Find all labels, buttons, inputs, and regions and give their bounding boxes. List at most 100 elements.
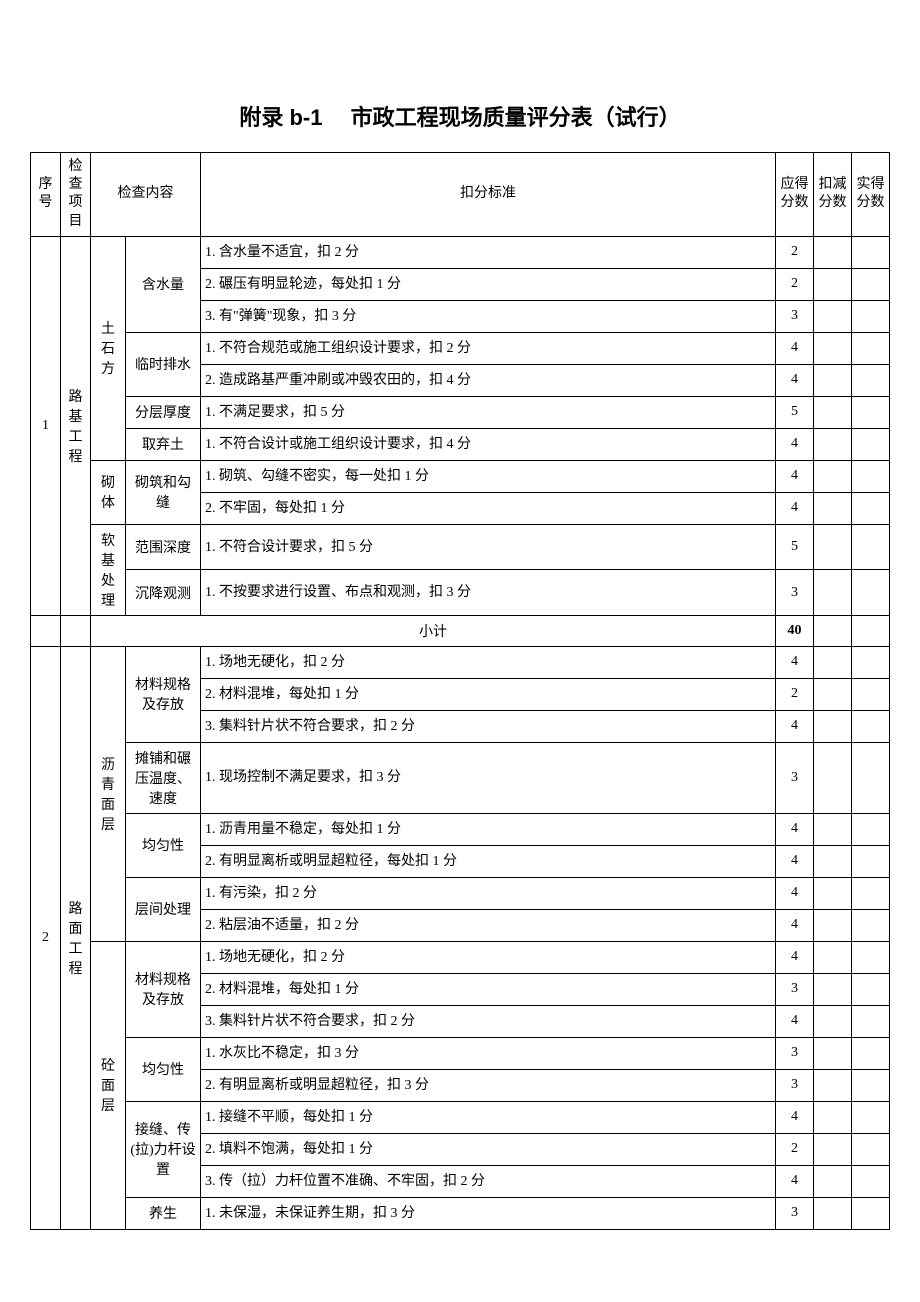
check-item: 砌筑和勾缝 — [126, 460, 201, 524]
actual-cell — [852, 1101, 890, 1133]
project-name: 路面工程 — [61, 646, 91, 1229]
actual-cell — [852, 1133, 890, 1165]
table-row: 砌体砌筑和勾缝1. 砌筑、勾缝不密实，每一处扣 1 分4 — [31, 460, 890, 492]
check-item: 取弃土 — [126, 428, 201, 460]
criteria-cell: 3. 有"弹簧"现象，扣 3 分 — [201, 300, 776, 332]
table-body: 1路基工程土石方含水量1. 含水量不适宜，扣 2 分22. 碾压有明显轮迹，每处… — [31, 236, 890, 1229]
should-score-cell: 5 — [776, 524, 814, 570]
quality-score-table: 序号 检查项目 检查内容 扣分标准 应得分数 扣减分数 实得分数 1路基工程土石… — [30, 152, 890, 1230]
subtotal-row: 小计40 — [31, 615, 890, 646]
check-item: 临时排水 — [126, 332, 201, 396]
actual-cell — [852, 460, 890, 492]
criteria-cell: 1. 不符合设计或施工组织设计要求，扣 4 分 — [201, 428, 776, 460]
deduct-cell — [814, 742, 852, 813]
criteria-cell: 1. 有污染，扣 2 分 — [201, 877, 776, 909]
deduct-cell — [814, 973, 852, 1005]
criteria-cell: 1. 不符合设计要求，扣 5 分 — [201, 524, 776, 570]
check-item: 摊铺和碾压温度、速度 — [126, 742, 201, 813]
actual-cell — [852, 941, 890, 973]
table-row: 取弃土1. 不符合设计或施工组织设计要求，扣 4 分4 — [31, 428, 890, 460]
criteria-cell: 3. 集料针片状不符合要求，扣 2 分 — [201, 710, 776, 742]
criteria-cell: 2. 材料混堆，每处扣 1 分 — [201, 678, 776, 710]
sub-category: 砼面层 — [91, 941, 126, 1229]
check-item: 含水量 — [126, 236, 201, 332]
deduct-cell — [814, 428, 852, 460]
should-score-cell: 4 — [776, 845, 814, 877]
deduct-cell — [814, 1005, 852, 1037]
subtotal-no — [31, 615, 61, 646]
criteria-cell: 2. 有明显离析或明显超粒径，扣 3 分 — [201, 1069, 776, 1101]
criteria-cell: 3. 传（拉）力杆位置不准确、不牢固，扣 2 分 — [201, 1165, 776, 1197]
should-score-cell: 4 — [776, 460, 814, 492]
should-score-cell: 3 — [776, 300, 814, 332]
deduct-cell — [814, 300, 852, 332]
check-item: 养生 — [126, 1197, 201, 1229]
actual-cell — [852, 1005, 890, 1037]
should-score-cell: 3 — [776, 570, 814, 616]
actual-cell — [852, 909, 890, 941]
deduct-cell — [814, 332, 852, 364]
deduct-cell — [814, 813, 852, 845]
actual-cell — [852, 524, 890, 570]
deduct-cell — [814, 364, 852, 396]
criteria-cell: 3. 集料针片状不符合要求，扣 2 分 — [201, 1005, 776, 1037]
actual-cell — [852, 396, 890, 428]
should-score-cell: 4 — [776, 1101, 814, 1133]
deduct-cell — [814, 236, 852, 268]
header-deduct: 扣减分数 — [814, 153, 852, 237]
deduct-cell — [814, 1197, 852, 1229]
subtotal-label: 小计 — [91, 615, 776, 646]
table-row: 均匀性1. 沥青用量不稳定，每处扣 1 分4 — [31, 813, 890, 845]
criteria-cell: 2. 不牢固，每处扣 1 分 — [201, 492, 776, 524]
deduct-cell — [814, 268, 852, 300]
table-row: 1路基工程土石方含水量1. 含水量不适宜，扣 2 分2 — [31, 236, 890, 268]
check-item: 均匀性 — [126, 813, 201, 877]
table-row: 均匀性1. 水灰比不稳定，扣 3 分3 — [31, 1037, 890, 1069]
criteria-cell: 1. 砌筑、勾缝不密实，每一处扣 1 分 — [201, 460, 776, 492]
deduct-cell — [814, 1037, 852, 1069]
sub-category: 沥青面层 — [91, 646, 126, 941]
actual-cell — [852, 1165, 890, 1197]
sub-category: 软基处理 — [91, 524, 126, 615]
header-no: 序号 — [31, 153, 61, 237]
criteria-cell: 1. 水灰比不稳定，扣 3 分 — [201, 1037, 776, 1069]
deduct-cell — [814, 646, 852, 678]
check-item: 层间处理 — [126, 877, 201, 941]
actual-cell — [852, 364, 890, 396]
should-score-cell: 3 — [776, 973, 814, 1005]
check-item: 材料规格及存放 — [126, 941, 201, 1037]
actual-cell — [852, 300, 890, 332]
actual-cell — [852, 492, 890, 524]
subtotal-value: 40 — [776, 615, 814, 646]
project-name: 路基工程 — [61, 236, 91, 615]
group-no: 1 — [31, 236, 61, 615]
table-row: 沉降观测1. 不按要求进行设置、布点和观测，扣 3 分3 — [31, 570, 890, 616]
deduct-cell — [814, 492, 852, 524]
group-no: 2 — [31, 646, 61, 1229]
should-score-cell: 4 — [776, 1165, 814, 1197]
criteria-cell: 2. 碾压有明显轮迹，每处扣 1 分 — [201, 268, 776, 300]
criteria-cell: 1. 场地无硬化，扣 2 分 — [201, 941, 776, 973]
actual-cell — [852, 236, 890, 268]
actual-cell — [852, 1069, 890, 1101]
criteria-cell: 1. 不符合规范或施工组织设计要求，扣 2 分 — [201, 332, 776, 364]
should-score-cell: 4 — [776, 710, 814, 742]
table-row: 砼面层材料规格及存放1. 场地无硬化，扣 2 分4 — [31, 941, 890, 973]
check-item: 分层厚度 — [126, 396, 201, 428]
header-content: 检查内容 — [91, 153, 201, 237]
deduct-cell — [814, 1101, 852, 1133]
should-score-cell: 3 — [776, 1197, 814, 1229]
actual-cell — [852, 877, 890, 909]
subtotal-deduct — [814, 615, 852, 646]
deduct-cell — [814, 909, 852, 941]
deduct-cell — [814, 396, 852, 428]
check-item: 范围深度 — [126, 524, 201, 570]
actual-cell — [852, 742, 890, 813]
criteria-cell: 1. 场地无硬化，扣 2 分 — [201, 646, 776, 678]
table-row: 养生1. 未保湿，未保证养生期，扣 3 分3 — [31, 1197, 890, 1229]
criteria-cell: 2. 造成路基严重冲刷或冲毁农田的，扣 4 分 — [201, 364, 776, 396]
check-item: 均匀性 — [126, 1037, 201, 1101]
table-row: 分层厚度1. 不满足要求，扣 5 分5 — [31, 396, 890, 428]
actual-cell — [852, 428, 890, 460]
should-score-cell: 4 — [776, 941, 814, 973]
